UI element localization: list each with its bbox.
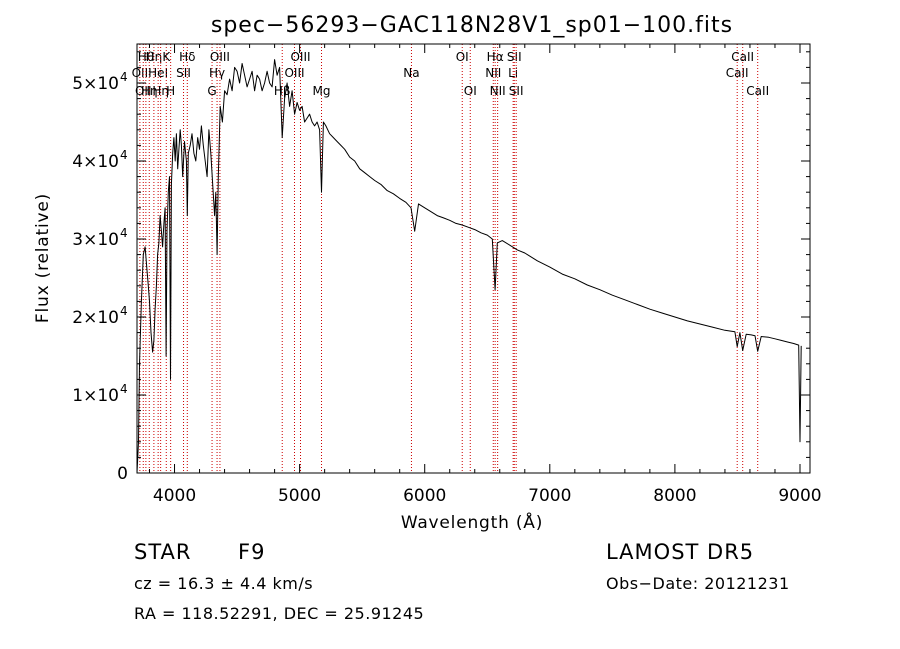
x-axis-label: Wavelength (Å) [401, 511, 543, 533]
line-marker-label: H [166, 84, 175, 98]
y-tick-label: 2×10 [72, 308, 119, 328]
line-marker-label: CaII [746, 84, 769, 98]
line-marker-label: NII [490, 84, 506, 98]
line-marker-label: Mg [313, 84, 331, 98]
line-marker-label: OI [464, 84, 477, 98]
y-tick-exponent: 4 [120, 226, 128, 240]
x-tick-label: 6000 [403, 486, 446, 506]
line-marker-label: OII [132, 66, 149, 80]
coordinates-text: RA = 118.52291, DEC = 25.91245 [134, 604, 425, 623]
line-marker-label: G [207, 84, 216, 98]
y-axis-label: Flux (relative) [33, 193, 53, 323]
y-tick-label: 0 [117, 464, 128, 484]
y-tick-label: 4×10 [72, 152, 119, 172]
line-marker-label: SII [507, 50, 522, 64]
y-tick-label: 3×10 [72, 230, 119, 250]
line-marker-label: OII [135, 84, 152, 98]
y-tick-label: 1×10 [72, 386, 119, 406]
object-class: STAR [134, 540, 192, 564]
x-tick-label: 9000 [778, 486, 821, 506]
y-tick-exponent: 4 [120, 70, 128, 84]
line-marker-label: OIII [284, 66, 304, 80]
chart-title: spec−56293−GAC118N28V1_sp01−100.fits [211, 13, 733, 38]
line-marker-label: HeI [148, 66, 168, 80]
plot-frame [136, 43, 811, 474]
x-axis: 4000 5000 6000 7000 8000 9000 [149, 44, 822, 506]
line-marker-label: OIII [290, 50, 310, 64]
line-marker-label: Hη [146, 50, 163, 64]
line-marker-label: Na [403, 66, 419, 80]
line-marker-label: NII [485, 66, 501, 80]
line-marker-label: Hα [487, 50, 504, 64]
line-marker-label: K [162, 50, 171, 64]
line-marker-label: CaII [726, 66, 749, 80]
line-marker-label: Hδ [179, 50, 195, 64]
x-tick-label: 7000 [528, 486, 571, 506]
line-marker-label: OIII [210, 50, 230, 64]
obs-date-text: Obs−Date: 20121231 [606, 574, 790, 593]
x-tick-label: 5000 [278, 486, 321, 506]
subclass: F9 [238, 540, 266, 564]
y-tick-exponent: 4 [120, 304, 128, 318]
line-marker-label: Li [508, 66, 518, 80]
survey-name: LAMOST DR5 [606, 540, 755, 564]
x-tick-label: 4000 [153, 486, 196, 506]
line-marker-label: OI [456, 50, 469, 64]
line-marker-label: CaII [731, 50, 754, 64]
redshift-text: cz = 16.3 ± 4.4 km/s [134, 574, 314, 593]
line-marker-label: Hθ [138, 50, 154, 64]
y-tick-exponent: 4 [120, 148, 128, 162]
line-markers: OIIOIIHθHηHηHeIHηKHSIIHδGHγOIIIHβOIIIOII… [132, 44, 769, 473]
spectrum-line [136, 59, 802, 474]
y-axis: 01×10 42×10 43×10 44×10 45×10 4 [72, 51, 810, 484]
line-marker-label: SII [176, 66, 191, 80]
y-tick-label: 5×10 [72, 74, 119, 94]
spectrum-series [136, 59, 802, 474]
line-marker-label: SII [509, 84, 524, 98]
line-marker-label: Hη [141, 84, 158, 98]
line-marker-label: Hη [152, 84, 169, 98]
y-tick-exponent: 4 [120, 382, 128, 396]
x-tick-label: 8000 [653, 486, 696, 506]
line-marker-label: Hγ [209, 66, 225, 80]
